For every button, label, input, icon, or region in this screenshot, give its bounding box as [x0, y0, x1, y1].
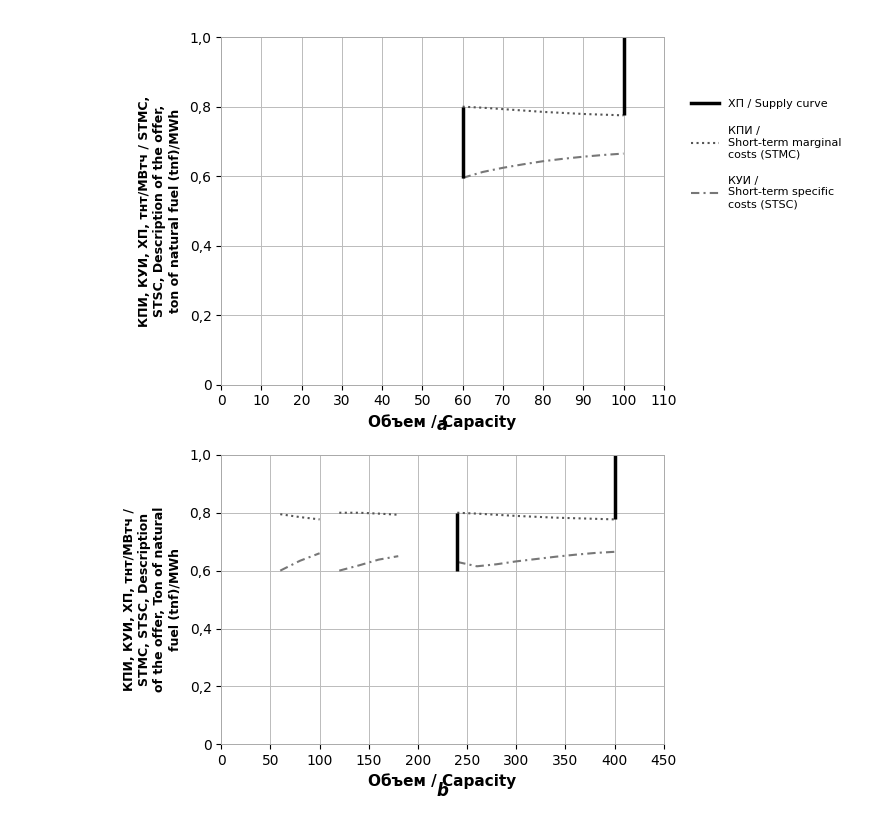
Y-axis label: КПИ, КУИ, ХП, тнт/МВтч / STMC,
STSC, Description of the offer,
ton of natural fu: КПИ, КУИ, ХП, тнт/МВтч / STMC, STSC, Des…	[138, 95, 181, 327]
Text: b: b	[436, 782, 449, 800]
Text: a: a	[437, 416, 448, 434]
Legend: ХП / Supply curve, КПИ /
Short-term marginal
costs (STMC), КУИ /
Short-term spec: ХП / Supply curve, КПИ / Short-term marg…	[687, 95, 846, 213]
X-axis label: Объем / Capacity: Объем / Capacity	[368, 414, 517, 429]
X-axis label: Объем / Capacity: Объем / Capacity	[368, 773, 517, 789]
Y-axis label: КПИ, КУИ, ХП, тнт/МВтч /
STMC, STSC, Description
of the offer, Ton of natural
fu: КПИ, КУИ, ХП, тнт/МВтч / STMC, STSC, Des…	[123, 507, 181, 692]
